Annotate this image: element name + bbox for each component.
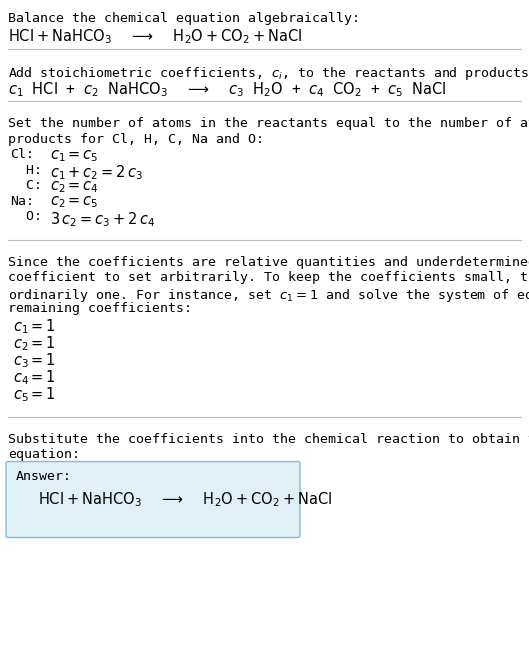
Text: products for Cl, H, C, Na and O:: products for Cl, H, C, Na and O: bbox=[8, 133, 264, 145]
Text: $3\,c_2 = c_3 + 2\,c_4$: $3\,c_2 = c_3 + 2\,c_4$ bbox=[50, 210, 155, 229]
Text: Cl:: Cl: bbox=[10, 148, 34, 161]
Text: H:: H: bbox=[10, 163, 42, 177]
Text: equation:: equation: bbox=[8, 448, 80, 461]
Text: $c_1 = c_5$: $c_1 = c_5$ bbox=[50, 148, 98, 163]
Text: $c_4 = 1$: $c_4 = 1$ bbox=[13, 369, 56, 388]
Text: Na:: Na: bbox=[10, 195, 34, 207]
Text: Answer:: Answer: bbox=[16, 470, 72, 482]
Text: ordinarily one. For instance, set $c_1 = 1$ and solve the system of equations fo: ordinarily one. For instance, set $c_1 =… bbox=[8, 287, 529, 303]
Text: remaining coefficients:: remaining coefficients: bbox=[8, 302, 192, 315]
Text: Set the number of atoms in the reactants equal to the number of atoms in the: Set the number of atoms in the reactants… bbox=[8, 117, 529, 130]
Text: $c_2 = c_4$: $c_2 = c_4$ bbox=[50, 179, 99, 195]
Text: Add stoichiometric coefficients, $c_i$, to the reactants and products:: Add stoichiometric coefficients, $c_i$, … bbox=[8, 65, 529, 81]
Text: $\mathrm{HCl} + \mathrm{NaHCO_3}$  $\longrightarrow$  $\mathrm{H_2O} + \mathrm{C: $\mathrm{HCl} + \mathrm{NaHCO_3}$ $\long… bbox=[8, 27, 302, 46]
Text: Balance the chemical equation algebraically:: Balance the chemical equation algebraica… bbox=[8, 12, 360, 25]
Text: C:: C: bbox=[10, 179, 42, 192]
Text: $c_5 = 1$: $c_5 = 1$ bbox=[13, 386, 56, 404]
Text: $c_1 = 1$: $c_1 = 1$ bbox=[13, 317, 56, 336]
Text: $\mathrm{HCl} + \mathrm{NaHCO_3}$  $\longrightarrow$  $\mathrm{H_2O} + \mathrm{C: $\mathrm{HCl} + \mathrm{NaHCO_3}$ $\long… bbox=[38, 490, 332, 509]
Text: Substitute the coefficients into the chemical reaction to obtain the balanced: Substitute the coefficients into the che… bbox=[8, 432, 529, 446]
Text: $c_3 = 1$: $c_3 = 1$ bbox=[13, 352, 56, 370]
FancyBboxPatch shape bbox=[6, 462, 300, 538]
Text: $c_1 + c_2 = 2\,c_3$: $c_1 + c_2 = 2\,c_3$ bbox=[50, 163, 143, 182]
Text: coefficient to set arbitrarily. To keep the coefficients small, the arbitrary va: coefficient to set arbitrarily. To keep … bbox=[8, 271, 529, 284]
Text: Since the coefficients are relative quantities and underdetermined, choose a: Since the coefficients are relative quan… bbox=[8, 255, 529, 269]
Text: $c_1$ $\mathrm{HCl}$ + $c_2$ $\mathrm{NaHCO_3}$  $\longrightarrow$  $c_3$ $\math: $c_1$ $\mathrm{HCl}$ + $c_2$ $\mathrm{Na… bbox=[8, 80, 446, 99]
Text: O:: O: bbox=[10, 210, 42, 223]
Text: $c_2 = 1$: $c_2 = 1$ bbox=[13, 335, 56, 354]
Text: $c_2 = c_5$: $c_2 = c_5$ bbox=[50, 195, 98, 210]
